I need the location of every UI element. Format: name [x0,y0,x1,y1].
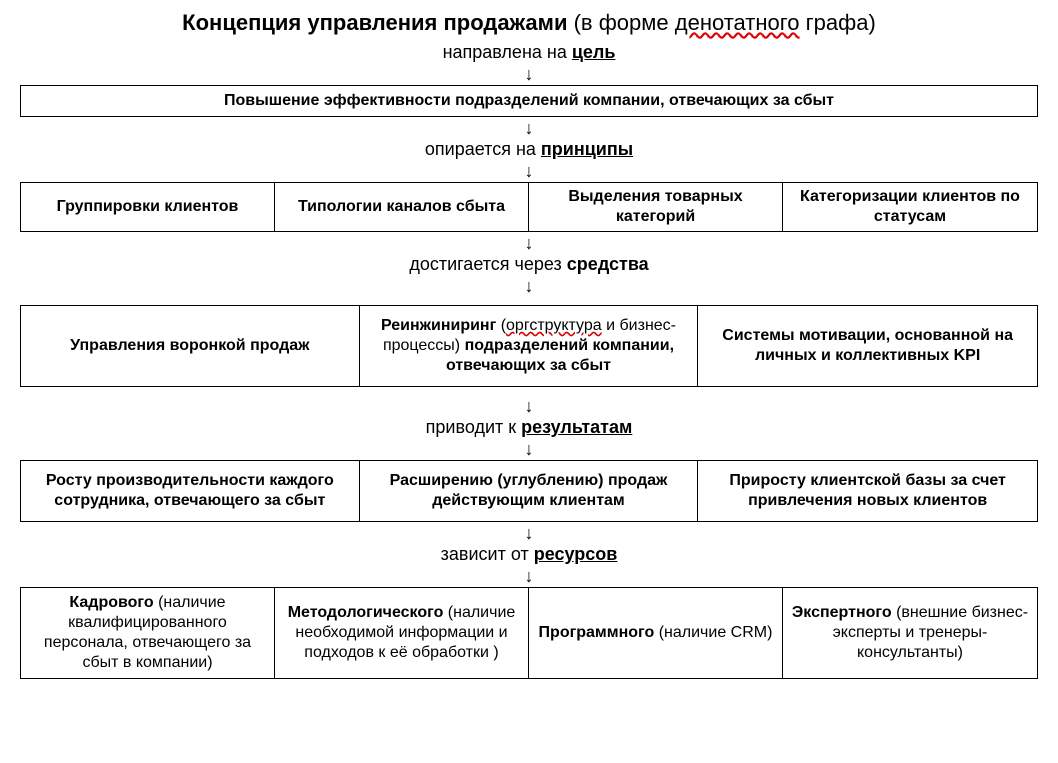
cell-result: Расширению (углублению) продаж действующ… [360,461,699,521]
cell-resource: Методологического (наличие необходимой и… [275,588,529,678]
res3-b: Программного [539,624,659,641]
arrow-icon: ↓ [20,567,1038,585]
connector-results: приводит к результатам [20,417,1038,438]
cell-principle: Группировки клиентов [21,183,275,231]
connector-goal-pre: направлена на [443,42,572,62]
means-c2-n1u: оргструктура [506,317,602,334]
cell-resource: Программного (наличие CRM) [529,588,783,678]
connector-means-pre: достигается через [409,254,566,274]
row-resources: Кадрового (наличие квалифицированного пе… [20,587,1038,679]
cell-means: Системы мотивации, основанной на личных … [698,306,1037,386]
connector-goal: направлена на цель [20,42,1038,63]
page-title: Концепция управления продажами (в форме … [20,10,1038,36]
res1-b: Кадрового [69,594,158,611]
cell-result: Приросту клиентской базы за счет привлеч… [698,461,1037,521]
row-means: Управления воронкой продаж Реинжиниринг … [20,305,1038,387]
connector-means: достигается через средства [20,254,1038,275]
connector-principles-b: принципы [541,139,633,159]
arrow-icon: ↓ [20,119,1038,137]
arrow-icon: ↓ [20,234,1038,252]
connector-resources-b: ресурсов [534,544,618,564]
cell-principle: Типологии каналов сбыта [275,183,529,231]
arrow-icon: ↓ [20,277,1038,295]
cell-means: Управления воронкой продаж [21,306,360,386]
row-results: Росту производительности каждого сотрудн… [20,460,1038,522]
res3-n: (наличие CRM) [659,624,773,641]
connector-principles-pre: опирается на [425,139,541,159]
connector-goal-b: цель [572,42,616,62]
connector-principles: опирается на принципы [20,139,1038,160]
title-close: графа) [800,10,876,35]
arrow-icon: ↓ [20,162,1038,180]
title-underlined: денотатного [675,10,800,35]
connector-means-b: средства [567,254,649,274]
cell-resource: Экспертного (внешние бизнес-эксперты и т… [783,588,1037,678]
connector-results-b: результатам [521,417,632,437]
row-goal: Повышение эффективности подразделений ко… [20,85,1038,117]
res2-b: Методологического [288,604,448,621]
means-c2-b2: подразделений компании, отвечающих за сб… [446,337,674,374]
arrow-icon: ↓ [20,440,1038,458]
cell-resource: Кадрового (наличие квалифицированного пе… [21,588,275,678]
res4-b: Экспертного [792,604,896,621]
arrow-icon: ↓ [20,397,1038,415]
title-bold: Концепция управления продажами [182,10,573,35]
cell-result: Росту производительности каждого сотрудн… [21,461,360,521]
cell-means: Реинжиниринг (оргструктура и бизнес-проц… [360,306,699,386]
row-principles: Группировки клиентов Типологии каналов с… [20,182,1038,232]
title-open: (в форме [574,10,675,35]
means-c2-b1: Реинжиниринг [381,317,501,334]
connector-results-pre: приводит к [426,417,521,437]
cell-principle: Категоризации клиентов по статусам [783,183,1037,231]
connector-resources: зависит от ресурсов [20,544,1038,565]
arrow-icon: ↓ [20,524,1038,542]
arrow-icon: ↓ [20,65,1038,83]
cell-principle: Выделения товарных категорий [529,183,783,231]
cell-goal: Повышение эффективности подразделений ко… [21,86,1037,116]
connector-resources-pre: зависит от [441,544,534,564]
